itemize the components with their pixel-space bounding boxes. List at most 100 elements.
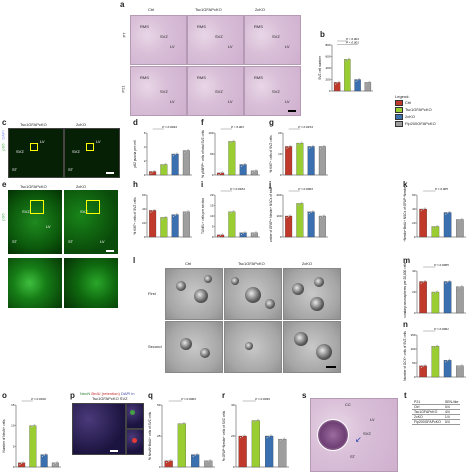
chart-j: Number of GFAP+ Nestin+ NSCs of total 0 10… [269, 187, 328, 242]
data-point [54, 462, 57, 465]
data-point [242, 164, 244, 166]
data-point [321, 146, 324, 148]
legend-swatch-ctrl [395, 100, 403, 106]
y-tick-label: 400 [325, 66, 330, 70]
panel-h-label: h [133, 180, 138, 189]
bf-image-second-ctrl [165, 321, 223, 373]
data-point [183, 422, 185, 424]
y-tick-label: 60 [142, 193, 146, 197]
y-tick-label: 100 [410, 347, 415, 351]
data-point [221, 233, 224, 235]
y-axis-label: SVZ cell number [318, 55, 322, 79]
panel-n-label: n [403, 320, 408, 329]
data-point [312, 210, 314, 212]
data-point [287, 146, 290, 148]
bar-tsc1 [431, 291, 440, 314]
neurosphere [194, 289, 208, 303]
annot-s-svz: SVZ [363, 431, 371, 436]
data-point [300, 202, 303, 204]
legend-title: Legend: [395, 94, 410, 99]
bar-2cko [171, 153, 179, 176]
data-point [436, 344, 438, 347]
data-point [240, 233, 243, 236]
p-value-label: P < 0.001 [346, 37, 359, 41]
data-point [196, 453, 198, 455]
data-point [445, 213, 447, 215]
y-tick-label: 0 [414, 375, 416, 379]
y-axis-label: Secondary neurospheres per 20,000 cells [403, 262, 407, 318]
panel-l-label: l [133, 256, 136, 265]
data-point [172, 155, 175, 157]
panel-a-label: a [120, 0, 125, 9]
data-point [243, 434, 246, 437]
data-point [283, 437, 286, 440]
data-point [297, 204, 299, 206]
panel-p-title-line1: NeuN BrdU (retention) DAPI in [80, 392, 135, 396]
he-image-p7-2cko [244, 15, 301, 65]
bar-ctrl [238, 435, 247, 468]
data-point [289, 145, 292, 147]
data-point [356, 79, 359, 81]
data-point [241, 435, 244, 438]
y-tick-label: 0 [233, 465, 235, 469]
p-value-label: P = 0.0003 [181, 397, 196, 401]
annot-lv-4: LV [170, 99, 175, 104]
data-point [266, 437, 268, 439]
y-tick-label: 25 [157, 434, 161, 438]
he-image-p21-tsc1 [187, 66, 244, 116]
data-point [19, 463, 21, 466]
data-point [231, 211, 233, 213]
data-point [424, 364, 426, 366]
data-point [424, 280, 426, 282]
data-point [176, 213, 178, 215]
p-value-label: P = 0.0016 [31, 397, 46, 401]
p-brdu-dot [132, 438, 137, 443]
data-point [179, 424, 181, 426]
panel-l-col-tsc1: Tsc1GFAPcKO [238, 261, 265, 266]
data-point [448, 211, 451, 213]
data-point [33, 424, 36, 426]
s-inset-circle [317, 419, 349, 451]
data-point [150, 172, 152, 174]
table-row: Ctrl 0/4 [412, 404, 461, 410]
p-value-label: P = 0.0154 [298, 125, 313, 129]
inset-box-c-1 [30, 143, 38, 151]
p-value-label: P = 0.0005 [434, 263, 449, 267]
data-point [229, 212, 231, 215]
annot-svz-6: SVZ [272, 89, 280, 94]
table-header-cell: P21 [412, 400, 443, 405]
inset-box-e-1 [30, 200, 44, 214]
annot-c-svz: SVZ [16, 149, 24, 154]
data-point [457, 366, 459, 369]
data-point [22, 461, 25, 463]
p-value-label: P < 0.001 [231, 125, 244, 129]
annot-c-lv: LV [40, 139, 45, 144]
annot-s-st: ST [350, 454, 356, 459]
y-axis-label: % pS6RP+ cells of total SVZ cells [201, 130, 205, 178]
data-point [448, 280, 451, 282]
data-point [167, 460, 170, 463]
panel-k-label: k [403, 180, 408, 189]
data-point [163, 217, 165, 219]
data-point [153, 170, 156, 172]
fluor-zoom-e-2cko [64, 258, 118, 308]
annot-s-cc: CC [345, 402, 351, 407]
annot-c-st: ST [12, 167, 18, 172]
bar-tsc1 [228, 211, 236, 238]
panel-i-label: i [201, 180, 204, 189]
data-point [163, 164, 165, 166]
data-point [151, 171, 154, 173]
data-point [242, 232, 244, 235]
data-point [153, 209, 156, 211]
data-point [457, 220, 459, 222]
legend-item-ctrl: Ctrl [395, 100, 470, 106]
data-point [287, 215, 290, 218]
y-tick-label: 0 [13, 465, 15, 469]
annot-rms-6: RMS [254, 75, 263, 80]
annot-c-lv-2: LV [96, 139, 101, 144]
data-point [187, 149, 189, 151]
panel-l-col-ctrl: Ctrl [185, 261, 192, 266]
panel-a-col-2cko: 2cKO [255, 7, 266, 12]
p-value-label: P = 0.0001 [434, 327, 449, 331]
data-point [334, 83, 337, 85]
